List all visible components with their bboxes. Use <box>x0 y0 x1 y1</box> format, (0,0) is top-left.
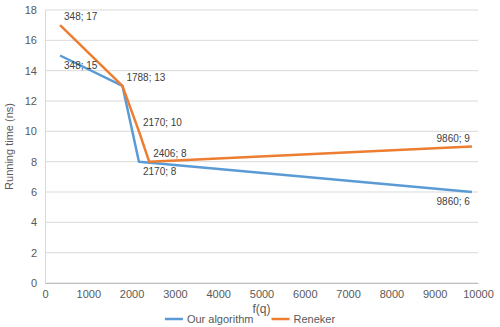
y-tick-label: 8 <box>31 156 37 168</box>
x-tick: 5000 <box>250 283 274 300</box>
y-tick: 18 <box>25 4 45 16</box>
grid-line <box>45 101 478 102</box>
y-axis-line <box>45 11 46 284</box>
data-label: 348; 15 <box>64 60 98 71</box>
legend-label: Our algorithm <box>187 313 254 325</box>
legend-swatch <box>272 318 290 321</box>
y-tick-label: 10 <box>25 125 37 137</box>
chart: 0 2 4 6 8 10 12 14 16 18 0 1000 2000 3000 4000 5000 6000… <box>0 0 500 327</box>
x-tick-label: 2000 <box>120 288 144 300</box>
x-tick-label: 9000 <box>423 288 447 300</box>
plot-area: 0 2 4 6 8 10 12 14 16 18 0 1000 2000 3000 4000 5000 6000… <box>25 4 494 300</box>
y-axis: 0 2 4 6 8 10 12 14 16 18 <box>25 4 46 289</box>
x-tick-label: 1000 <box>77 288 101 300</box>
data-labels: 348; 15 2170; 8 9860; 6 348; 17 1788; 13 2170… <box>64 11 470 207</box>
y-tick: 16 <box>25 34 45 46</box>
grid-line <box>45 161 478 162</box>
series-line <box>60 56 472 193</box>
x-tick-label: 10000 <box>463 288 494 300</box>
x-tick-label: 7000 <box>336 288 360 300</box>
y-tick-label: 14 <box>25 65 37 77</box>
x-tick-label: 3000 <box>163 288 187 300</box>
grid-line <box>45 283 478 284</box>
data-label: 9860; 9 <box>437 133 471 144</box>
x-axis-line <box>46 283 479 284</box>
x-tick: 3000 <box>163 283 187 300</box>
x-tick-label: 8000 <box>380 288 404 300</box>
lines <box>60 25 472 192</box>
x-tick-label: 6000 <box>293 288 317 300</box>
legend-item: Reneker <box>272 313 336 325</box>
y-axis-title: Running time (ns) <box>3 103 15 190</box>
x-tick: 8000 <box>380 283 404 300</box>
y-tick-label: 6 <box>31 186 37 198</box>
grid-line <box>45 70 478 71</box>
y-tick: 4 <box>31 216 45 228</box>
x-tick: 10000 <box>463 283 494 300</box>
x-tick: 6000 <box>293 283 317 300</box>
x-tick: 0 <box>42 283 48 300</box>
x-tick-label: 5000 <box>250 288 274 300</box>
y-tick-label: 16 <box>25 34 37 46</box>
y-tick: 2 <box>31 247 45 259</box>
grid-line <box>45 10 478 11</box>
y-tick: 10 <box>25 125 45 137</box>
x-tick-label: 4000 <box>206 288 230 300</box>
legend-item: Our algorithm <box>165 313 254 325</box>
grid-line <box>45 192 478 193</box>
x-axis: 0 1000 2000 3000 4000 5000 6000 7000 8000 9000 100… <box>42 283 493 300</box>
data-label: 348; 17 <box>64 11 98 22</box>
x-tick: 2000 <box>120 283 144 300</box>
x-tick: 9000 <box>423 283 447 300</box>
x-tick: 4000 <box>206 283 230 300</box>
grid-line <box>45 131 478 132</box>
x-tick: 7000 <box>336 283 360 300</box>
y-tick-label: 18 <box>25 4 37 16</box>
data-label: 2406; 8 <box>153 148 187 159</box>
y-tick-label: 0 <box>31 277 37 289</box>
legend: Our algorithm Reneker <box>165 313 336 325</box>
series-line <box>60 25 472 162</box>
x-tick: 1000 <box>77 283 101 300</box>
y-tick-label: 2 <box>31 247 37 259</box>
data-label: 9860; 6 <box>437 196 471 207</box>
grid-line <box>45 40 478 41</box>
y-tick: 12 <box>25 95 45 107</box>
grid-line <box>45 222 478 223</box>
grid-line <box>45 252 478 253</box>
data-label: 2170; 8 <box>143 166 177 177</box>
x-tick-label: 0 <box>42 288 48 300</box>
y-tick: 6 <box>31 186 45 198</box>
legend-swatch <box>165 318 183 321</box>
legend-label: Reneker <box>294 313 336 325</box>
y-tick: 14 <box>25 65 45 77</box>
data-label: 2170; 10 <box>143 117 182 128</box>
x-axis-title: f(q) <box>253 302 271 316</box>
data-label: 1788; 13 <box>126 72 165 83</box>
y-tick: 8 <box>31 156 45 168</box>
grid <box>45 10 478 283</box>
y-tick-label: 12 <box>25 95 37 107</box>
y-tick-label: 4 <box>31 216 37 228</box>
